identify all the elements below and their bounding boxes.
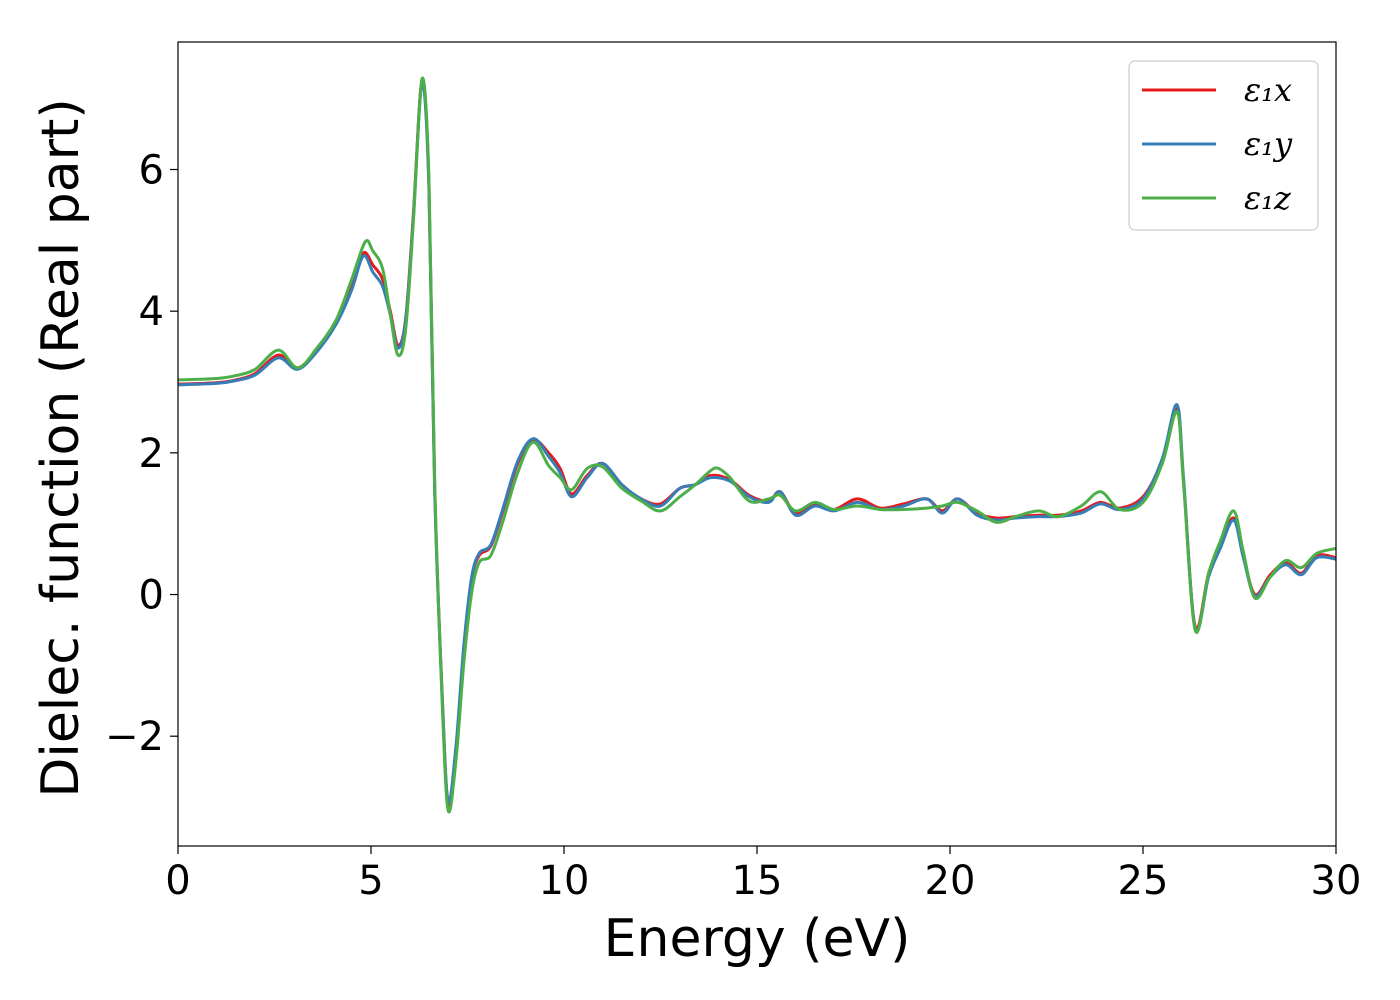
y-axis: −2 0 2 4 6 [105, 148, 178, 760]
legend: ε₁x ε₁y ε₁z [1128, 60, 1319, 231]
x-axis-title: Energy (eV) [604, 909, 911, 969]
series-line-2 [178, 76, 1336, 814]
series-line-1 [178, 81, 1336, 804]
y-tick-label: 2 [139, 431, 164, 477]
series-layer [178, 76, 1336, 814]
x-tick-label: 20 [925, 858, 976, 904]
x-tick-label: 5 [358, 858, 383, 904]
legend-box [1128, 60, 1319, 231]
y-axis-title: Dielec. function (Real part) [31, 98, 91, 797]
x-tick-label: 10 [539, 858, 590, 904]
y-tick-label: 6 [139, 148, 164, 194]
legend-label: ε₁y [1244, 125, 1293, 163]
y-tick-label: −2 [105, 714, 164, 760]
x-tick-label: 25 [1118, 858, 1169, 904]
x-tick-label: 15 [732, 858, 783, 904]
x-axis: 0 5 10 15 20 25 30 [165, 846, 1361, 904]
legend-label: ε₁z [1244, 179, 1292, 217]
y-tick-label: 0 [139, 573, 164, 619]
x-tick-label: 30 [1311, 858, 1362, 904]
x-tick-label: 0 [165, 858, 190, 904]
y-tick-label: 4 [139, 289, 164, 335]
legend-label: ε₁x [1244, 71, 1292, 109]
